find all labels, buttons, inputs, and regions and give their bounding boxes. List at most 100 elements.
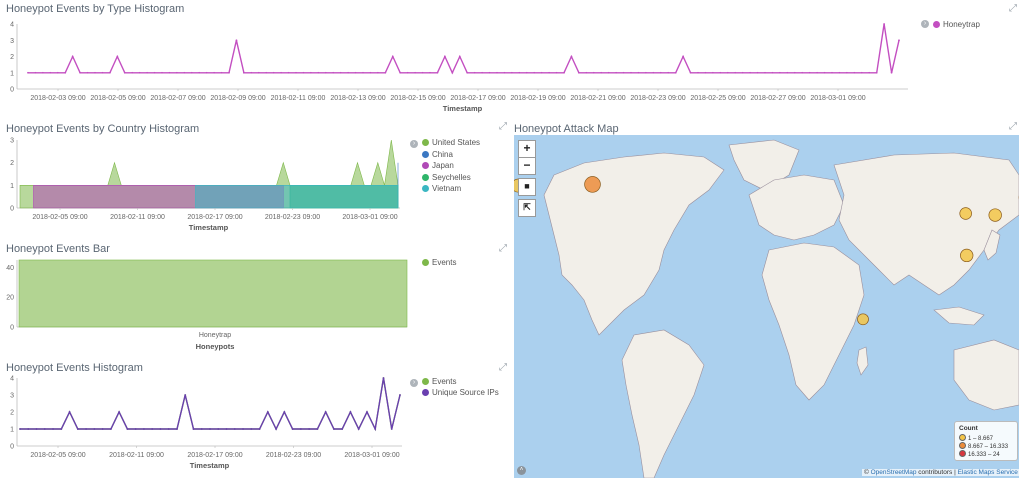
honeytrap-point xyxy=(108,71,111,74)
fit-bounds-button[interactable]: ⇱ xyxy=(518,199,536,217)
honeytrap-point xyxy=(644,71,647,74)
unique-source-ips-point xyxy=(68,411,71,413)
honeytrap-point xyxy=(64,71,67,74)
honeytrap-point xyxy=(79,71,82,74)
x-tick-label: 2018-02-11 09:00 xyxy=(271,95,326,102)
honeytrap-point xyxy=(168,71,171,74)
honeytrap-point xyxy=(190,71,193,74)
indonesia-landmass xyxy=(933,306,985,326)
legend-item-events[interactable]: Events xyxy=(422,377,456,386)
unique-source-ips-point xyxy=(200,428,203,430)
attack-marker xyxy=(960,248,974,263)
honeytrap-point xyxy=(295,71,297,74)
legend-item-seychelles[interactable]: Seychelles xyxy=(422,173,471,182)
draw-rectangle-button[interactable]: ■ xyxy=(518,178,536,196)
map-collapse-icon[interactable]: ˄ xyxy=(517,466,526,475)
legend-item-japan[interactable]: Japan xyxy=(422,161,454,170)
legend-toggle-icon[interactable]: › xyxy=(921,20,929,28)
unique-source-ips-point xyxy=(167,428,170,430)
legend-toggle-icon[interactable]: › xyxy=(410,379,418,387)
map-legend-row-high: 16.333 – 24 xyxy=(959,450,1000,458)
unique-source-ips-point xyxy=(333,428,335,430)
unique-source-ips-point xyxy=(52,428,54,430)
legend-item-vietnam[interactable]: Vietnam xyxy=(422,184,461,193)
unique-source-ips-point xyxy=(349,411,352,413)
attack-map[interactable] xyxy=(514,135,1019,478)
honeytrap-point xyxy=(764,71,766,74)
x-tick-label: 2018-02-23 09:00 xyxy=(265,214,320,221)
honeytrap-point xyxy=(347,71,350,74)
y-tick-label: 2 xyxy=(10,160,14,167)
events-histogram-legend: › Events Unique Source IPs xyxy=(410,377,505,401)
unique-source-ips-point xyxy=(283,411,286,413)
expand-icon[interactable]: ⤢ xyxy=(499,243,507,254)
honeytrap-point xyxy=(518,71,521,74)
x-tick-label: 2018-02-23 09:00 xyxy=(630,95,685,102)
honeytrap-point xyxy=(496,71,498,74)
honeytrap-point xyxy=(615,71,618,74)
zoom-out-button[interactable]: − xyxy=(518,157,536,175)
legend-dot xyxy=(422,259,429,266)
events-line xyxy=(20,377,401,432)
openstreetmap-link[interactable]: OpenStreetMap xyxy=(870,469,917,476)
honeytrap-point xyxy=(652,71,655,74)
legend-dot xyxy=(422,185,429,192)
unique-source-ips-line xyxy=(20,377,401,432)
x-tick-label: Honeytrap xyxy=(199,332,231,339)
unique-source-ips-point xyxy=(134,428,137,430)
honeytrap-point xyxy=(146,71,149,74)
world-map[interactable] xyxy=(514,135,1019,478)
honeytrap-point xyxy=(875,71,878,74)
honeytrap-point xyxy=(138,71,141,74)
africa-landmass xyxy=(761,242,865,401)
honeytrap-point xyxy=(525,71,528,74)
unique-source-ips-point xyxy=(43,428,46,430)
legend-item-united-states[interactable]: United States xyxy=(422,138,480,147)
legend-toggle-icon[interactable]: › xyxy=(410,140,418,148)
y-tick-label: 3 xyxy=(10,138,14,145)
x-tick-label: 2018-03-01 09:00 xyxy=(810,95,865,102)
x-tick-label: 2018-02-11 09:00 xyxy=(109,452,164,459)
unique-source-ips-point xyxy=(366,411,368,413)
legend-dot xyxy=(422,378,429,385)
type-histogram-legend: › Honeytrap xyxy=(921,20,1011,40)
y-tick-label: 0 xyxy=(10,325,14,332)
unique-source-ips-point xyxy=(390,428,393,430)
expand-icon[interactable]: ⤢ xyxy=(1009,121,1017,132)
legend-dot xyxy=(933,21,940,28)
honeytrap-point xyxy=(570,55,573,58)
honeytrap-point xyxy=(637,71,640,74)
honeytrap-point xyxy=(376,71,379,74)
country-histogram-chart: 0 1 2 3 2018-02-05 09:00 2018-02-11 09:00 2018… xyxy=(10,138,400,232)
honeytrap-point xyxy=(205,71,208,74)
honeytrap-point xyxy=(771,71,774,74)
honeytrap-point xyxy=(533,71,536,74)
honeytrap-point xyxy=(175,71,178,74)
unique-source-ips-point xyxy=(159,428,162,430)
elastic-maps-link[interactable]: Elastic Maps Service xyxy=(957,469,1018,476)
honeytrap-point xyxy=(793,71,796,74)
honeytrap-point xyxy=(756,71,759,74)
honeytrap-point xyxy=(853,71,856,74)
unique-source-ips-point xyxy=(109,428,112,430)
y-tick-label: 0 xyxy=(10,444,14,451)
unique-source-ips-point xyxy=(250,428,253,430)
zoom-in-button[interactable]: + xyxy=(518,140,536,158)
honeytrap-point xyxy=(563,71,565,74)
legend-item-events[interactable]: Events xyxy=(422,258,456,267)
x-tick-label: 2018-02-15 09:00 xyxy=(390,95,445,102)
legend-label: Unique Source IPs xyxy=(432,388,499,397)
honeytrap-point xyxy=(592,71,595,74)
expand-icon[interactable]: ⤢ xyxy=(499,121,507,132)
expand-icon[interactable]: ⤢ xyxy=(1009,3,1017,14)
map-legend-label: 16.333 – 24 xyxy=(968,452,1000,458)
legend-item-china[interactable]: China xyxy=(422,150,453,159)
honeytrap-point xyxy=(34,71,37,74)
honeytrap-point xyxy=(630,71,632,74)
honeytrap-point xyxy=(131,71,134,74)
legend-item-honeytrap[interactable]: Honeytrap xyxy=(933,20,980,29)
honeytrap-point xyxy=(443,55,446,58)
expand-icon[interactable]: ⤢ xyxy=(499,362,507,373)
legend-label: China xyxy=(432,150,453,159)
legend-item-unique-source-ips[interactable]: Unique Source IPs xyxy=(422,388,499,397)
